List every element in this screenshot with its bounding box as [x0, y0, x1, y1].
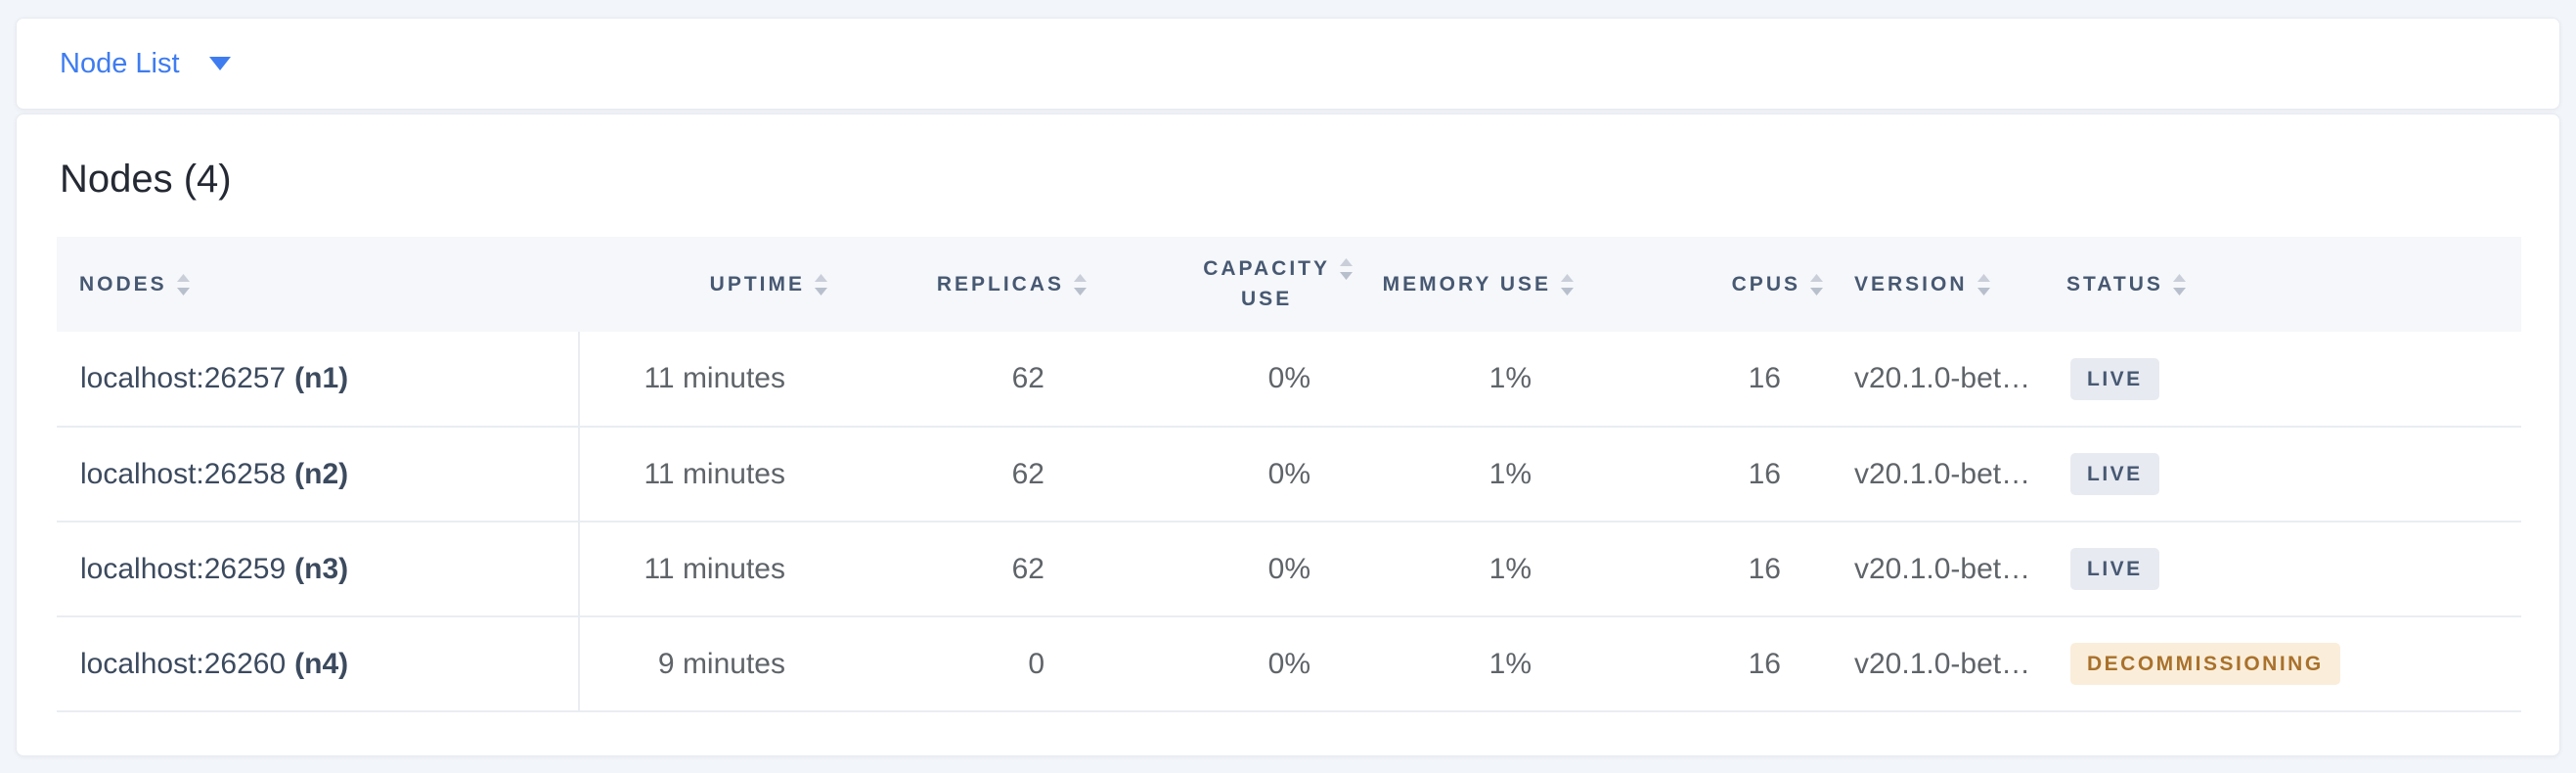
sort-icon[interactable] [1340, 258, 1353, 281]
uptime-cell: 11 minutes [644, 552, 785, 585]
column-label: NODES [79, 272, 167, 296]
uptime-cell: 9 minutes [657, 647, 785, 680]
column-label: CAPACITY [1203, 257, 1330, 281]
column-header-memory-use[interactable]: MEMORY USE [1353, 237, 1574, 332]
status-cell: LIVE [2055, 522, 2521, 616]
column-label: UPTIME [709, 272, 805, 296]
capacity-use-cell: 0% [1267, 647, 1310, 680]
uptime-cell: 11 minutes [644, 457, 785, 490]
node-id: (n2) [294, 457, 349, 490]
version-cell: v20.1.0-bet… [1854, 552, 2031, 585]
version-cell: v20.1.0-bet… [1854, 457, 2031, 490]
sort-icon[interactable] [815, 273, 827, 296]
replicas-cell: 62 [1011, 457, 1044, 490]
node-address: localhost:26258 [80, 457, 287, 490]
column-label: REPLICAS [936, 272, 1064, 296]
status-badge: LIVE [2070, 548, 2159, 590]
node-address-cell[interactable]: localhost:26260 (n4) [57, 616, 580, 711]
replicas-cell: 62 [1011, 362, 1044, 394]
column-label: CPUS [1731, 272, 1800, 296]
column-label: USE [1241, 287, 1293, 310]
node-address: localhost:26259 [80, 552, 287, 585]
table-header-row: NODES UPTIME REPLICAS [57, 237, 2521, 332]
column-label: MEMORY USE [1382, 272, 1551, 296]
page-title: Nodes (4) [60, 158, 232, 201]
cpus-cell: 16 [1748, 457, 1781, 490]
sort-icon[interactable] [1810, 273, 1823, 296]
table-row[interactable]: localhost:26258 (n2) 11 minutes 62 0% 1% … [57, 427, 2521, 522]
status-cell: LIVE [2055, 427, 2521, 522]
view-selector-card: Node List [16, 18, 2560, 110]
sort-icon[interactable] [2172, 273, 2186, 296]
uptime-cell: 11 minutes [644, 362, 785, 394]
column-header-nodes[interactable]: NODES [57, 237, 579, 332]
view-selector-label: Node List [60, 47, 180, 79]
node-address-cell[interactable]: localhost:26258 (n2) [57, 427, 580, 522]
column-label: STATUS [2066, 272, 2163, 296]
caret-down-icon [208, 57, 231, 70]
cpus-cell: 16 [1748, 552, 1781, 585]
cpus-cell: 16 [1748, 647, 1781, 680]
node-address-cell[interactable]: localhost:26259 (n3) [57, 522, 580, 616]
status-cell: LIVE [2055, 332, 2521, 427]
replicas-cell: 62 [1011, 552, 1044, 585]
node-address-cell[interactable]: localhost:26257 (n1) [57, 332, 580, 427]
column-header-status[interactable]: STATUS [2055, 237, 2521, 332]
column-header-replicas[interactable]: REPLICAS [827, 237, 1087, 332]
table-row[interactable]: localhost:26257 (n1) 11 minutes 62 0% 1% … [57, 332, 2521, 427]
table-row[interactable]: localhost:26260 (n4) 9 minutes 0 0% 1% 16… [57, 616, 2521, 711]
column-header-version[interactable]: VERSION [1823, 237, 2055, 332]
memory-use-cell: 1% [1488, 552, 1532, 585]
status-badge: LIVE [2070, 453, 2159, 495]
node-id: (n3) [294, 552, 349, 585]
sort-icon[interactable] [1561, 273, 1574, 296]
version-cell: v20.1.0-bet… [1854, 362, 2031, 394]
sort-icon[interactable] [1074, 273, 1087, 296]
capacity-use-cell: 0% [1267, 362, 1310, 394]
view-selector-dropdown[interactable]: Node List [60, 47, 231, 79]
memory-use-cell: 1% [1488, 362, 1532, 394]
status-badge: LIVE [2070, 357, 2159, 400]
status-badge: DECOMMISSIONING [2070, 643, 2340, 685]
node-address: localhost:26260 [80, 647, 287, 680]
cpus-cell: 16 [1748, 362, 1781, 394]
column-header-cpus[interactable]: CPUS [1574, 237, 1823, 332]
node-id: (n4) [294, 647, 349, 680]
memory-use-cell: 1% [1488, 457, 1532, 490]
column-header-capacity-use[interactable]: CAPACITY USE [1087, 237, 1353, 332]
table-row[interactable]: localhost:26259 (n3) 11 minutes 62 0% 1% … [57, 522, 2521, 616]
memory-use-cell: 1% [1488, 647, 1532, 680]
node-id: (n1) [294, 362, 349, 394]
column-label: VERSION [1854, 272, 1968, 296]
replicas-cell: 0 [1028, 647, 1044, 680]
status-cell: DECOMMISSIONING [2055, 616, 2521, 711]
node-address: localhost:26257 [80, 362, 287, 394]
nodes-table: NODES UPTIME REPLICAS [57, 237, 2521, 712]
nodes-card: Nodes (4) NODES UPTIME [16, 114, 2560, 756]
capacity-use-cell: 0% [1267, 457, 1310, 490]
capacity-use-cell: 0% [1267, 552, 1310, 585]
sort-icon[interactable] [176, 273, 190, 296]
column-header-uptime[interactable]: UPTIME [579, 237, 827, 332]
version-cell: v20.1.0-bet… [1854, 647, 2031, 680]
sort-icon[interactable] [1976, 273, 1990, 296]
